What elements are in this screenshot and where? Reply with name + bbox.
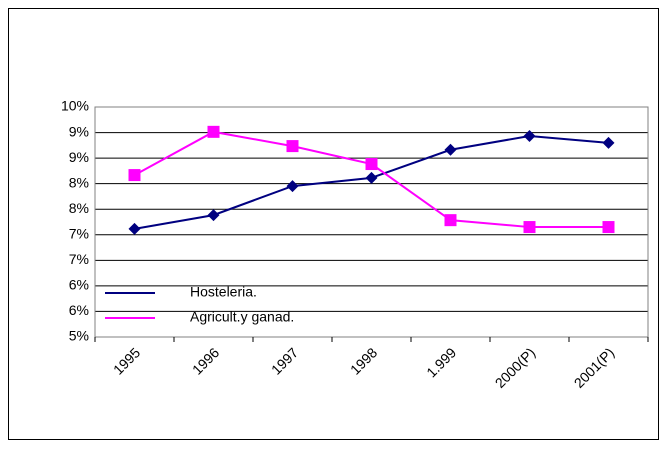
marker bbox=[602, 136, 615, 149]
marker bbox=[207, 125, 220, 138]
marker bbox=[286, 140, 299, 153]
y-tick-label: 6% bbox=[69, 277, 89, 293]
y-tick-label: 9% bbox=[69, 123, 89, 139]
y-tick-label: 8% bbox=[69, 174, 89, 190]
y-tick-label: 9% bbox=[69, 149, 89, 165]
marker bbox=[128, 222, 141, 235]
marker bbox=[365, 158, 378, 171]
marker bbox=[523, 129, 536, 142]
y-tick-label: 8% bbox=[69, 200, 89, 216]
plot-area bbox=[94, 106, 649, 338]
marker bbox=[286, 180, 299, 193]
marker bbox=[602, 221, 615, 234]
marker bbox=[128, 169, 141, 182]
marker bbox=[523, 221, 536, 234]
chart-frame bbox=[8, 8, 659, 440]
y-tick-label: 7% bbox=[69, 251, 89, 267]
marker bbox=[444, 214, 457, 227]
y-tick-label: 6% bbox=[69, 302, 89, 318]
marker bbox=[207, 209, 220, 222]
y-tick-label: 5% bbox=[69, 328, 89, 344]
y-tick-label: 10% bbox=[61, 98, 89, 114]
marker bbox=[365, 171, 378, 184]
marker bbox=[444, 143, 457, 156]
legend-label: Hosteleria. bbox=[190, 284, 257, 300]
legend-label: Agricult.y ganad. bbox=[190, 309, 294, 325]
y-tick-label: 7% bbox=[69, 225, 89, 241]
